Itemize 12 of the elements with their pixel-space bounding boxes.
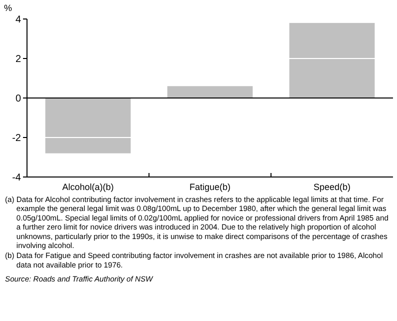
y-tick-label: -2 (12, 133, 22, 144)
y-tick-label: 0 (15, 94, 22, 104)
x-tick-label: Fatigue(b) (189, 182, 231, 192)
y-tick-label: 2 (15, 54, 22, 65)
bar (289, 22, 375, 98)
y-axis-title: % (4, 3, 12, 13)
y-tick-label: 4 (15, 14, 22, 26)
x-tick-label: Alcohol(a)(b) (62, 182, 114, 192)
bar (167, 86, 253, 98)
bar (45, 98, 131, 154)
x-tick-label: Speed(b) (313, 182, 351, 192)
y-tick-label: -4 (12, 172, 22, 184)
